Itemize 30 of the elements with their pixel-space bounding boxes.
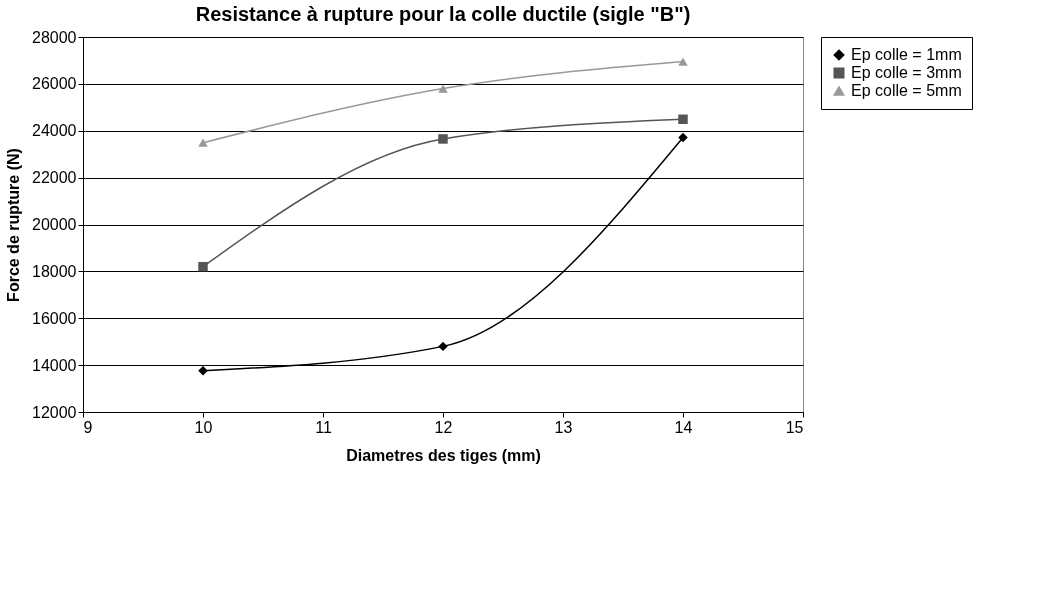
x-tick-label: 13: [554, 418, 573, 436]
y-tick-label: 22000: [32, 169, 77, 187]
chart-title: Resistance à rupture pour la colle ductile (sigle "B"): [195, 3, 691, 25]
x-axis-title: Diametres des tiges (mm): [346, 446, 541, 464]
y-axis-title: Force de rupture (N): [5, 148, 23, 302]
y-tick-label: 26000: [32, 75, 77, 93]
point: [678, 114, 688, 125]
point: [678, 132, 688, 143]
x-tick-label: 10: [194, 418, 213, 436]
y-tick-label: 28000: [32, 28, 77, 46]
point: [438, 84, 448, 93]
y-tick-label: 24000: [32, 122, 77, 140]
y-tick-label: 14000: [32, 356, 77, 374]
x-tick-label: 12: [434, 418, 453, 436]
legend-label: Ep colle = 5mm: [851, 82, 962, 99]
legend-label: Ep colle = 3mm: [851, 64, 962, 81]
x-tick-label: 14: [674, 418, 693, 436]
y-tick-label: 18000: [32, 262, 77, 280]
y-tick-label: 20000: [32, 216, 77, 233]
x-tick-label: 9: [83, 418, 93, 436]
point: [198, 261, 208, 272]
point: [438, 134, 448, 144]
point: [678, 57, 688, 66]
x-tick-label: 11: [315, 418, 332, 436]
y-tick-label: 12000: [32, 403, 77, 421]
legend-label: Ep colle = 1mm: [851, 46, 962, 63]
x-tick-label: 15: [785, 418, 804, 436]
point: [438, 341, 448, 352]
y-tick-label: 16000: [32, 309, 77, 327]
point: [198, 138, 208, 147]
